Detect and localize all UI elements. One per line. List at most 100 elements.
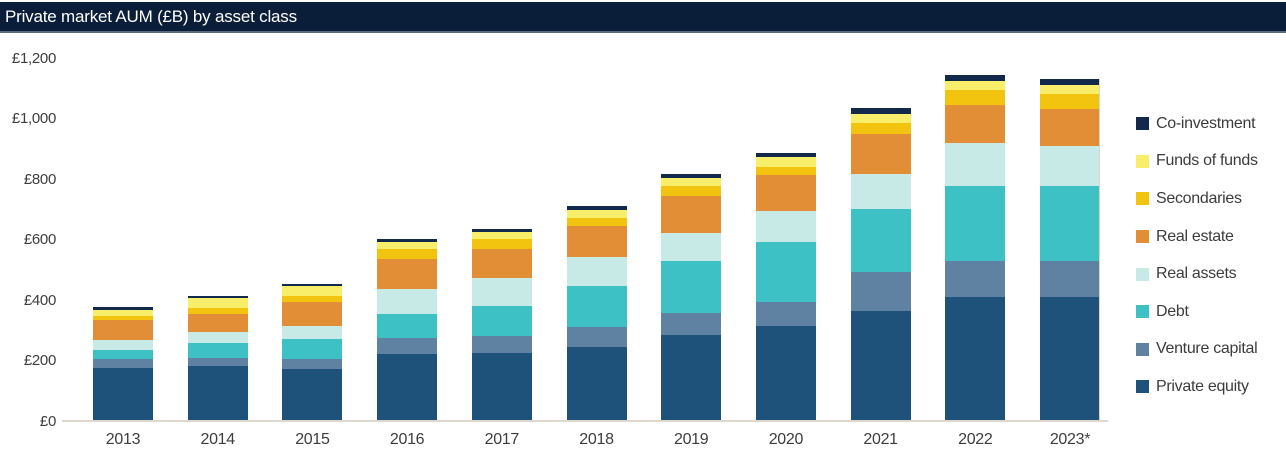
segment-secondaries xyxy=(755,167,816,175)
segment-real-assets xyxy=(93,339,153,350)
legend-swatch-icon xyxy=(1136,305,1149,319)
segment-real-assets xyxy=(945,143,1006,186)
segment-debt xyxy=(282,338,343,359)
y-tick-label: £0 xyxy=(39,412,56,430)
segment-co-investment xyxy=(282,283,343,286)
segment-private-equity xyxy=(187,365,248,422)
x-tick-label: 2013 xyxy=(105,431,141,448)
stacked-bar-2022 xyxy=(945,75,1006,422)
y-tick-label: £800 xyxy=(23,170,56,188)
legend-item-venture-capital: Venture capital xyxy=(1136,331,1258,369)
segment-venture-capital xyxy=(93,359,153,368)
segment-co-investment xyxy=(945,75,1006,81)
legend-label: Secondaries xyxy=(1156,189,1242,207)
segment-real-estate xyxy=(471,248,532,278)
segment-real-estate xyxy=(945,105,1006,144)
segment-real-assets xyxy=(471,277,532,307)
stacked-bar-2016 xyxy=(377,239,438,422)
x-tick-label: 2021 xyxy=(863,431,898,448)
y-tick-label: £600 xyxy=(23,231,56,248)
legend-swatch-icon xyxy=(1136,267,1149,281)
stacked-bar-2019 xyxy=(661,173,722,422)
segment-venture-capital xyxy=(661,312,722,335)
segment-real-assets xyxy=(282,326,343,339)
segment-private-equity xyxy=(282,368,343,422)
segment-venture-capital xyxy=(945,261,1006,298)
legend-swatch-icon xyxy=(1136,380,1149,394)
segment-funds-of-funds xyxy=(187,298,248,309)
segment-funds-of-funds xyxy=(850,113,911,123)
segment-real-estate xyxy=(187,313,248,333)
segment-secondaries xyxy=(661,186,722,196)
segment-venture-capital xyxy=(187,357,248,366)
segment-secondaries xyxy=(377,249,438,259)
segment-secondaries xyxy=(187,308,248,314)
segment-funds-of-funds xyxy=(945,80,1006,90)
segment-private-equity xyxy=(377,353,438,422)
segment-venture-capital xyxy=(471,336,532,353)
segment-debt xyxy=(566,286,627,328)
y-tick-label: £400 xyxy=(23,291,56,309)
legend-item-real-assets: Real assets xyxy=(1136,255,1258,293)
y-tick-label: £1,000 xyxy=(11,110,56,127)
segment-secondaries xyxy=(566,217,627,227)
segment-real-estate xyxy=(566,226,627,257)
segment-funds-of-funds xyxy=(93,309,153,316)
segment-debt xyxy=(1040,185,1099,261)
segment-real-estate xyxy=(755,174,816,211)
segment-real-assets xyxy=(187,332,248,343)
segment-real-estate xyxy=(282,302,343,327)
legend-item-private-equity: Private equity xyxy=(1136,368,1258,406)
x-tick-label: 2023* xyxy=(1049,431,1091,448)
segment-funds-of-funds xyxy=(661,177,722,187)
segment-private-equity xyxy=(755,326,816,422)
segment-venture-capital xyxy=(566,327,627,347)
segment-secondaries xyxy=(945,89,1006,106)
legend-item-debt: Debt xyxy=(1136,293,1258,331)
legend-label: Real assets xyxy=(1156,265,1237,283)
segment-co-investment xyxy=(93,307,153,310)
legend-item-funds-of-funds: Funds of funds xyxy=(1136,143,1258,181)
x-tick-label: 2016 xyxy=(389,431,425,448)
segment-debt xyxy=(93,349,153,360)
stacked-bar-2020 xyxy=(755,152,816,422)
x-tick-label: 2020 xyxy=(768,431,804,448)
stacked-bar-2013 xyxy=(93,307,153,422)
segment-debt xyxy=(187,342,248,358)
segment-funds-of-funds xyxy=(1040,85,1099,95)
segment-real-assets xyxy=(850,173,911,210)
segment-real-assets xyxy=(661,232,722,262)
legend-swatch-icon xyxy=(1136,117,1149,131)
legend-item-secondaries: Secondaries xyxy=(1136,180,1258,218)
legend-label: Co-investment xyxy=(1156,114,1256,132)
segment-real-assets xyxy=(755,210,816,242)
segment-real-estate xyxy=(850,133,911,174)
segment-debt xyxy=(377,314,438,338)
stacked-bar-2017 xyxy=(471,229,532,422)
segment-private-equity xyxy=(850,311,911,422)
stacked-bar-2018 xyxy=(566,206,627,422)
segment-private-equity xyxy=(471,352,532,422)
segment-venture-capital xyxy=(850,272,911,312)
segment-private-equity xyxy=(945,297,1006,422)
segment-real-estate xyxy=(1040,109,1099,146)
x-tick-label: 2022 xyxy=(958,431,993,448)
segment-real-estate xyxy=(661,195,722,233)
segment-co-investment xyxy=(187,295,248,299)
segment-co-investment xyxy=(661,173,722,178)
legend-label: Debt xyxy=(1156,302,1189,320)
legend-swatch-icon xyxy=(1136,154,1149,168)
segment-secondaries xyxy=(282,295,343,303)
x-axis-line xyxy=(62,420,1108,422)
legend-item-real-estate: Real estate xyxy=(1136,218,1258,256)
segment-funds-of-funds xyxy=(282,285,343,296)
chart-title: Private market AUM (£B) by asset class xyxy=(5,6,297,26)
segment-funds-of-funds xyxy=(566,210,627,218)
segment-co-investment xyxy=(755,152,816,158)
segment-venture-capital xyxy=(282,358,343,369)
segment-debt xyxy=(471,306,532,337)
segment-venture-capital xyxy=(377,337,438,354)
segment-co-investment xyxy=(566,206,627,211)
segment-private-equity xyxy=(93,367,153,422)
